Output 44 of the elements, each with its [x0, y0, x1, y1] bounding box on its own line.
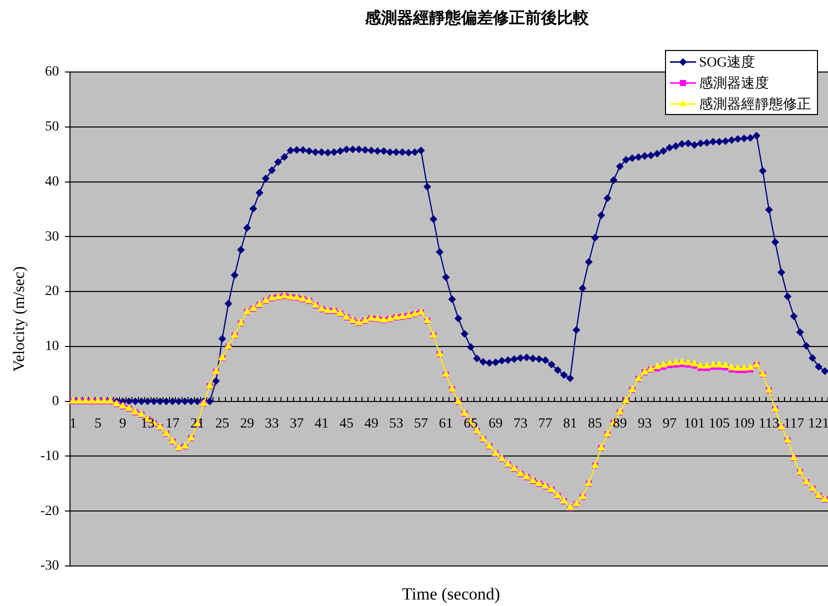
x-tick-label: 117	[784, 416, 804, 432]
x-tick-label: 85	[588, 416, 602, 432]
y-tick-label: -10	[40, 448, 59, 464]
x-tick-label: 37	[290, 416, 304, 432]
chart-title: 感測器經靜態偏差修正前後比較	[364, 9, 590, 28]
x-tick-label: 29	[240, 416, 254, 432]
legend-label: 感測器速度	[699, 76, 769, 92]
x-tick-label: 89	[612, 416, 627, 432]
x-tick-label: 113	[758, 416, 780, 432]
y-tick-label: 60	[45, 64, 59, 80]
x-tick-label: 101	[684, 416, 705, 432]
x-tick-label: 45	[339, 416, 354, 432]
x-tick-label: 105	[708, 416, 730, 432]
x-tick-label: 49	[364, 416, 378, 432]
x-tick-label: 17	[166, 416, 180, 432]
y-tick-label: -30	[40, 558, 59, 574]
x-tick-label: 69	[488, 416, 503, 432]
x-tick-label: 121	[808, 416, 828, 432]
x-tick-label: 5	[94, 416, 102, 432]
x-tick-label: 53	[389, 416, 404, 432]
x-axis-title: Time (second)	[402, 584, 500, 604]
y-tick-label: 0	[52, 394, 59, 410]
x-tick-label: 77	[538, 416, 552, 432]
y-tick-label: 50	[45, 120, 59, 135]
y-tick-label: 10	[45, 339, 59, 354]
y-tick-label: 40	[45, 174, 59, 190]
x-tick-label: 109	[734, 416, 755, 432]
legend-label: 感測器經靜態修正	[699, 96, 811, 113]
y-tick-label: 30	[45, 229, 59, 244]
x-tick-label: 57	[414, 416, 428, 432]
y-tick-label: -20	[40, 504, 59, 519]
x-tick-label: 41	[314, 416, 329, 432]
x-tick-label: 81	[563, 416, 578, 432]
x-tick-label: 1	[70, 416, 77, 432]
y-axis-title: Velocity (m/sec)	[10, 266, 28, 372]
x-tick-label: 61	[438, 416, 453, 432]
x-tick-label: 33	[264, 416, 279, 432]
x-tick-label: 93	[638, 416, 652, 432]
x-tick-label: 25	[215, 416, 230, 432]
legend-label: SOG速度	[699, 54, 756, 71]
x-tick-label: 9	[119, 416, 126, 432]
x-tick-label: 73	[513, 416, 528, 432]
x-tick-label: 97	[662, 416, 677, 432]
y-tick-label: 20	[45, 284, 59, 300]
